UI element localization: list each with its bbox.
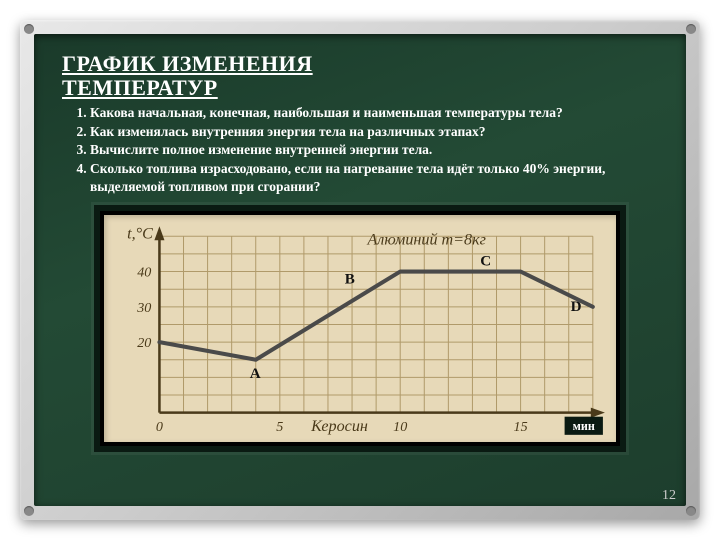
screw-tr [686, 24, 696, 34]
svg-text:15: 15 [514, 419, 528, 435]
svg-text:30: 30 [136, 300, 151, 316]
chart-area: 20 30 40 0 5 10 15 t,°C Керосин Алюминий m=8кг A B C… [104, 215, 616, 442]
svg-text:D: D [571, 299, 582, 315]
chalkboard: ГРАФИК ИЗМЕНЕНИЯ ТЕМПЕРАТУР Какова начал… [34, 34, 686, 506]
svg-text:20: 20 [137, 335, 151, 351]
question-4: Сколько топлива израсходовано, если на н… [90, 160, 658, 195]
slide-number: 12 [662, 488, 676, 504]
question-3: Вычислите полное изменение внутренней эн… [90, 141, 658, 159]
question-list: Какова начальная, конечная, наибольшая и… [62, 104, 658, 195]
chart-frame: 20 30 40 0 5 10 15 t,°C Керосин Алюминий m=8кг A B C… [94, 205, 626, 452]
svg-text:мин: мин [573, 419, 595, 433]
title-line-2: ТЕМПЕРАТУР [62, 75, 218, 100]
slide-title: ГРАФИК ИЗМЕНЕНИЯ ТЕМПЕРАТУР [62, 52, 658, 100]
svg-text:Керосин: Керосин [310, 418, 368, 435]
svg-text:5: 5 [276, 419, 283, 435]
question-2: Как изменялась внутренняя энергия тела н… [90, 123, 658, 141]
screw-tl [24, 24, 34, 34]
chart-svg: 20 30 40 0 5 10 15 t,°C Керосин Алюминий m=8кг A B C… [104, 215, 616, 442]
board-frame: ГРАФИК ИЗМЕНЕНИЯ ТЕМПЕРАТУР Какова начал… [20, 20, 700, 520]
svg-text:40: 40 [137, 265, 151, 281]
svg-text:C: C [480, 254, 491, 270]
svg-text:Алюминий m=8кг: Алюминий m=8кг [366, 231, 485, 248]
screw-bl [24, 506, 34, 516]
title-line-1: ГРАФИК ИЗМЕНЕНИЯ [62, 51, 313, 76]
screw-br [686, 506, 696, 516]
svg-text:0: 0 [156, 419, 163, 435]
question-1: Какова начальная, конечная, наибольшая и… [90, 104, 658, 122]
svg-text:10: 10 [393, 419, 407, 435]
svg-text:t,°C: t,°C [127, 225, 153, 242]
svg-text:A: A [250, 366, 261, 382]
svg-text:B: B [345, 272, 355, 288]
